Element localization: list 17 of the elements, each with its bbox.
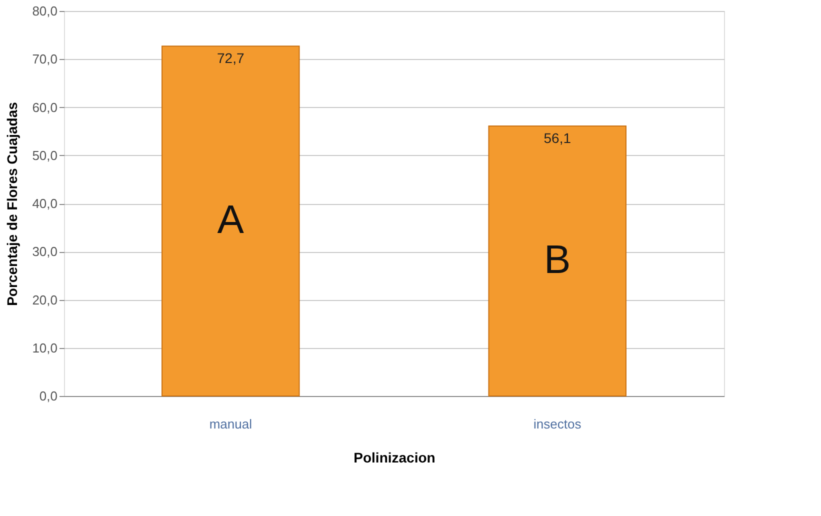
y-tick-label: 0,0 (39, 388, 58, 404)
y-tick-label: 30,0 (32, 244, 58, 260)
y-tick-label: 50,0 (32, 148, 58, 163)
x-tick-label: insectos (534, 416, 582, 432)
x-tick-label: manual (209, 416, 252, 432)
data-label: 72,7 (217, 50, 244, 66)
annotation: B (544, 238, 571, 282)
y-tick-label: 70,0 (32, 52, 58, 67)
y-tick-label: 10,0 (32, 340, 58, 356)
data-label: 56,1 (544, 130, 572, 146)
y-tick-label: 40,0 (32, 196, 58, 211)
y-tick-label: 80,0 (32, 4, 58, 18)
y-axis-title: Porcentaje de Flores Cuajadas (4, 102, 20, 306)
x-axis-title: Polinizacion (354, 450, 436, 466)
y-tick-label: 60,0 (32, 100, 58, 115)
annotation: A (217, 198, 244, 242)
y-tick-label: 20,0 (32, 292, 58, 308)
